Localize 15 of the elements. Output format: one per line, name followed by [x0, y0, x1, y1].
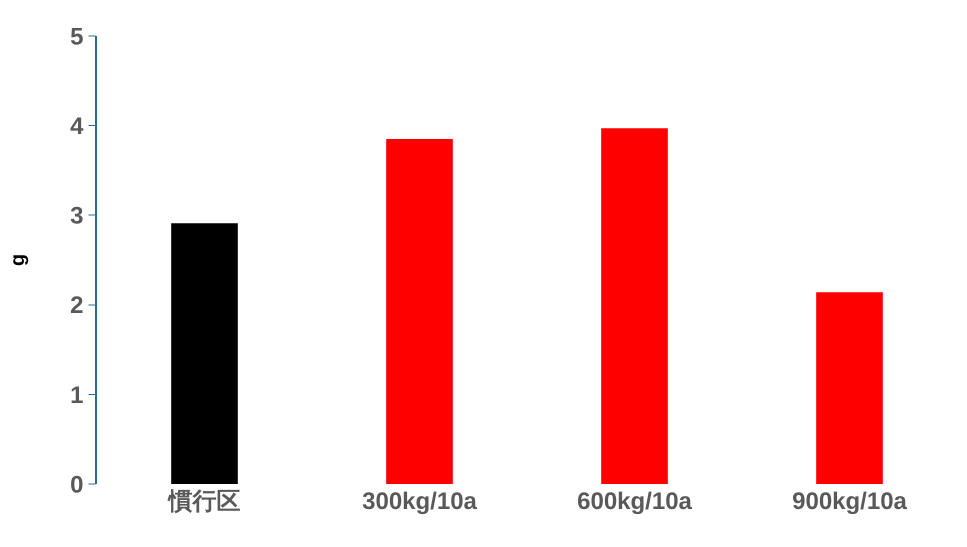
- x-tick-label: 慣行区: [166, 488, 240, 515]
- y-tick-label: 4: [70, 113, 84, 140]
- y-tick-label: 5: [70, 23, 84, 50]
- bar: [386, 139, 453, 484]
- y-tick-label: 1: [70, 382, 84, 409]
- x-tick-label: 900kg/10a: [792, 488, 908, 515]
- y-axis-title: g: [7, 254, 30, 266]
- x-tick-label: 300kg/10a: [362, 488, 478, 515]
- x-tick-label: 600kg/10a: [577, 488, 693, 515]
- bar: [171, 223, 238, 484]
- bar: [601, 128, 668, 484]
- y-tick-label: 2: [70, 292, 84, 320]
- y-tick-label: 3: [70, 202, 84, 230]
- bar: [816, 292, 883, 484]
- y-tick-label: 0: [70, 471, 84, 498]
